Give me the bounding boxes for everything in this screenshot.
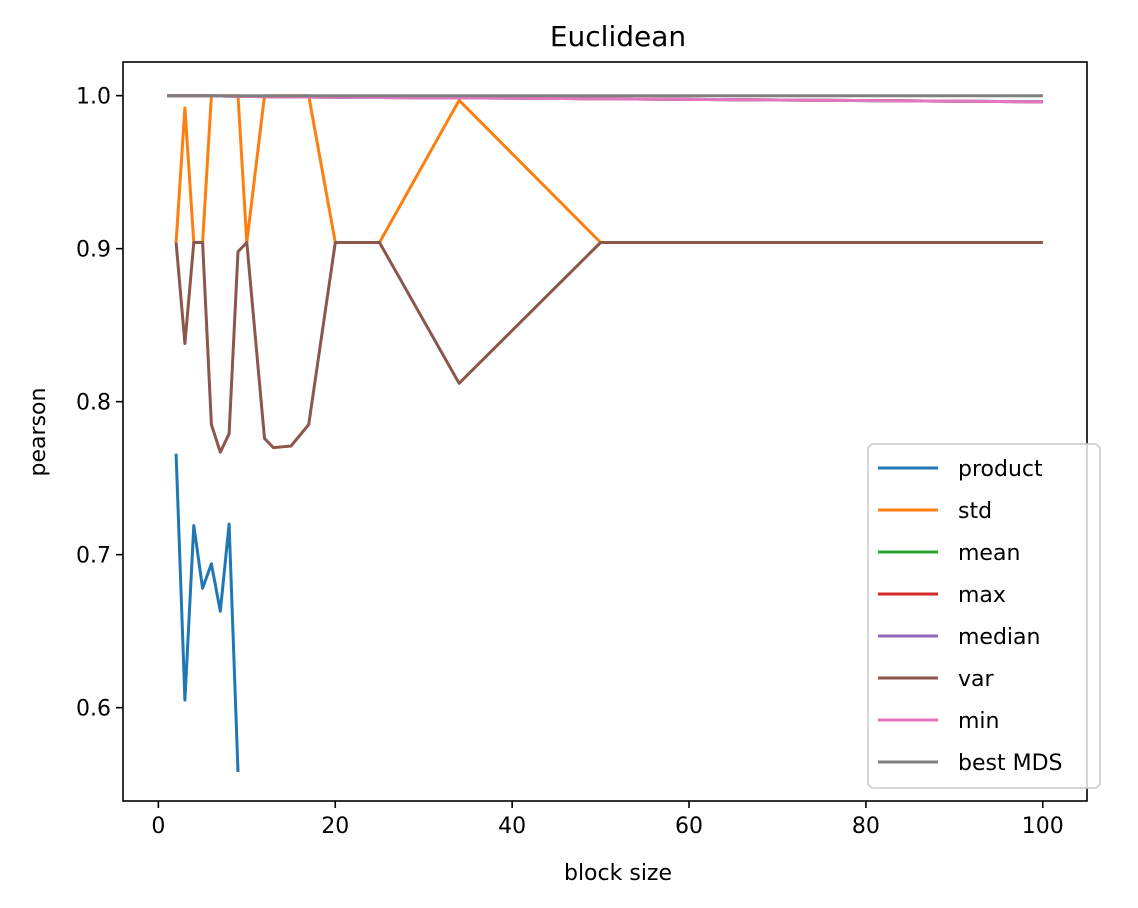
legend-label: median (958, 625, 1040, 650)
series-line-std (174, 94, 1043, 244)
y-tick-label: 0.9 (76, 238, 111, 263)
series-line-product (174, 453, 240, 772)
plot-frame (122, 61, 1088, 802)
x-tick-label: 40 (498, 814, 526, 839)
x-axis: 0 20 40 60 80 100 (151, 801, 1064, 839)
legend-label: product (958, 457, 1043, 482)
y-tick-label: 1.0 (76, 85, 111, 110)
legend-label: std (958, 499, 992, 524)
legend: product std mean max median var min best MDS (867, 443, 1101, 789)
series-line-var (174, 241, 1043, 454)
x-tick-label: 60 (675, 814, 703, 839)
y-tick-label: 0.7 (76, 544, 111, 569)
x-tick-label: 100 (1022, 814, 1064, 839)
y-axis-label: pearson (26, 388, 51, 477)
x-axis-label: block size (564, 861, 672, 886)
x-tick-label: 20 (321, 814, 349, 839)
legend-label: mean (958, 541, 1020, 566)
legend-label: best MDS (958, 751, 1062, 776)
x-tick-label: 0 (151, 814, 165, 839)
legend-label: var (958, 667, 995, 692)
chart-title: Euclidean (550, 20, 686, 53)
legend-box (867, 443, 1101, 789)
x-tick-label: 80 (852, 814, 880, 839)
plot-series (167, 94, 1043, 772)
y-axis: 0.6 0.7 0.8 0.9 1.0 (76, 85, 123, 722)
legend-label: max (958, 583, 1006, 608)
y-tick-label: 0.6 (76, 697, 111, 722)
y-tick-label: 0.8 (76, 391, 111, 416)
legend-label: min (958, 709, 1000, 734)
